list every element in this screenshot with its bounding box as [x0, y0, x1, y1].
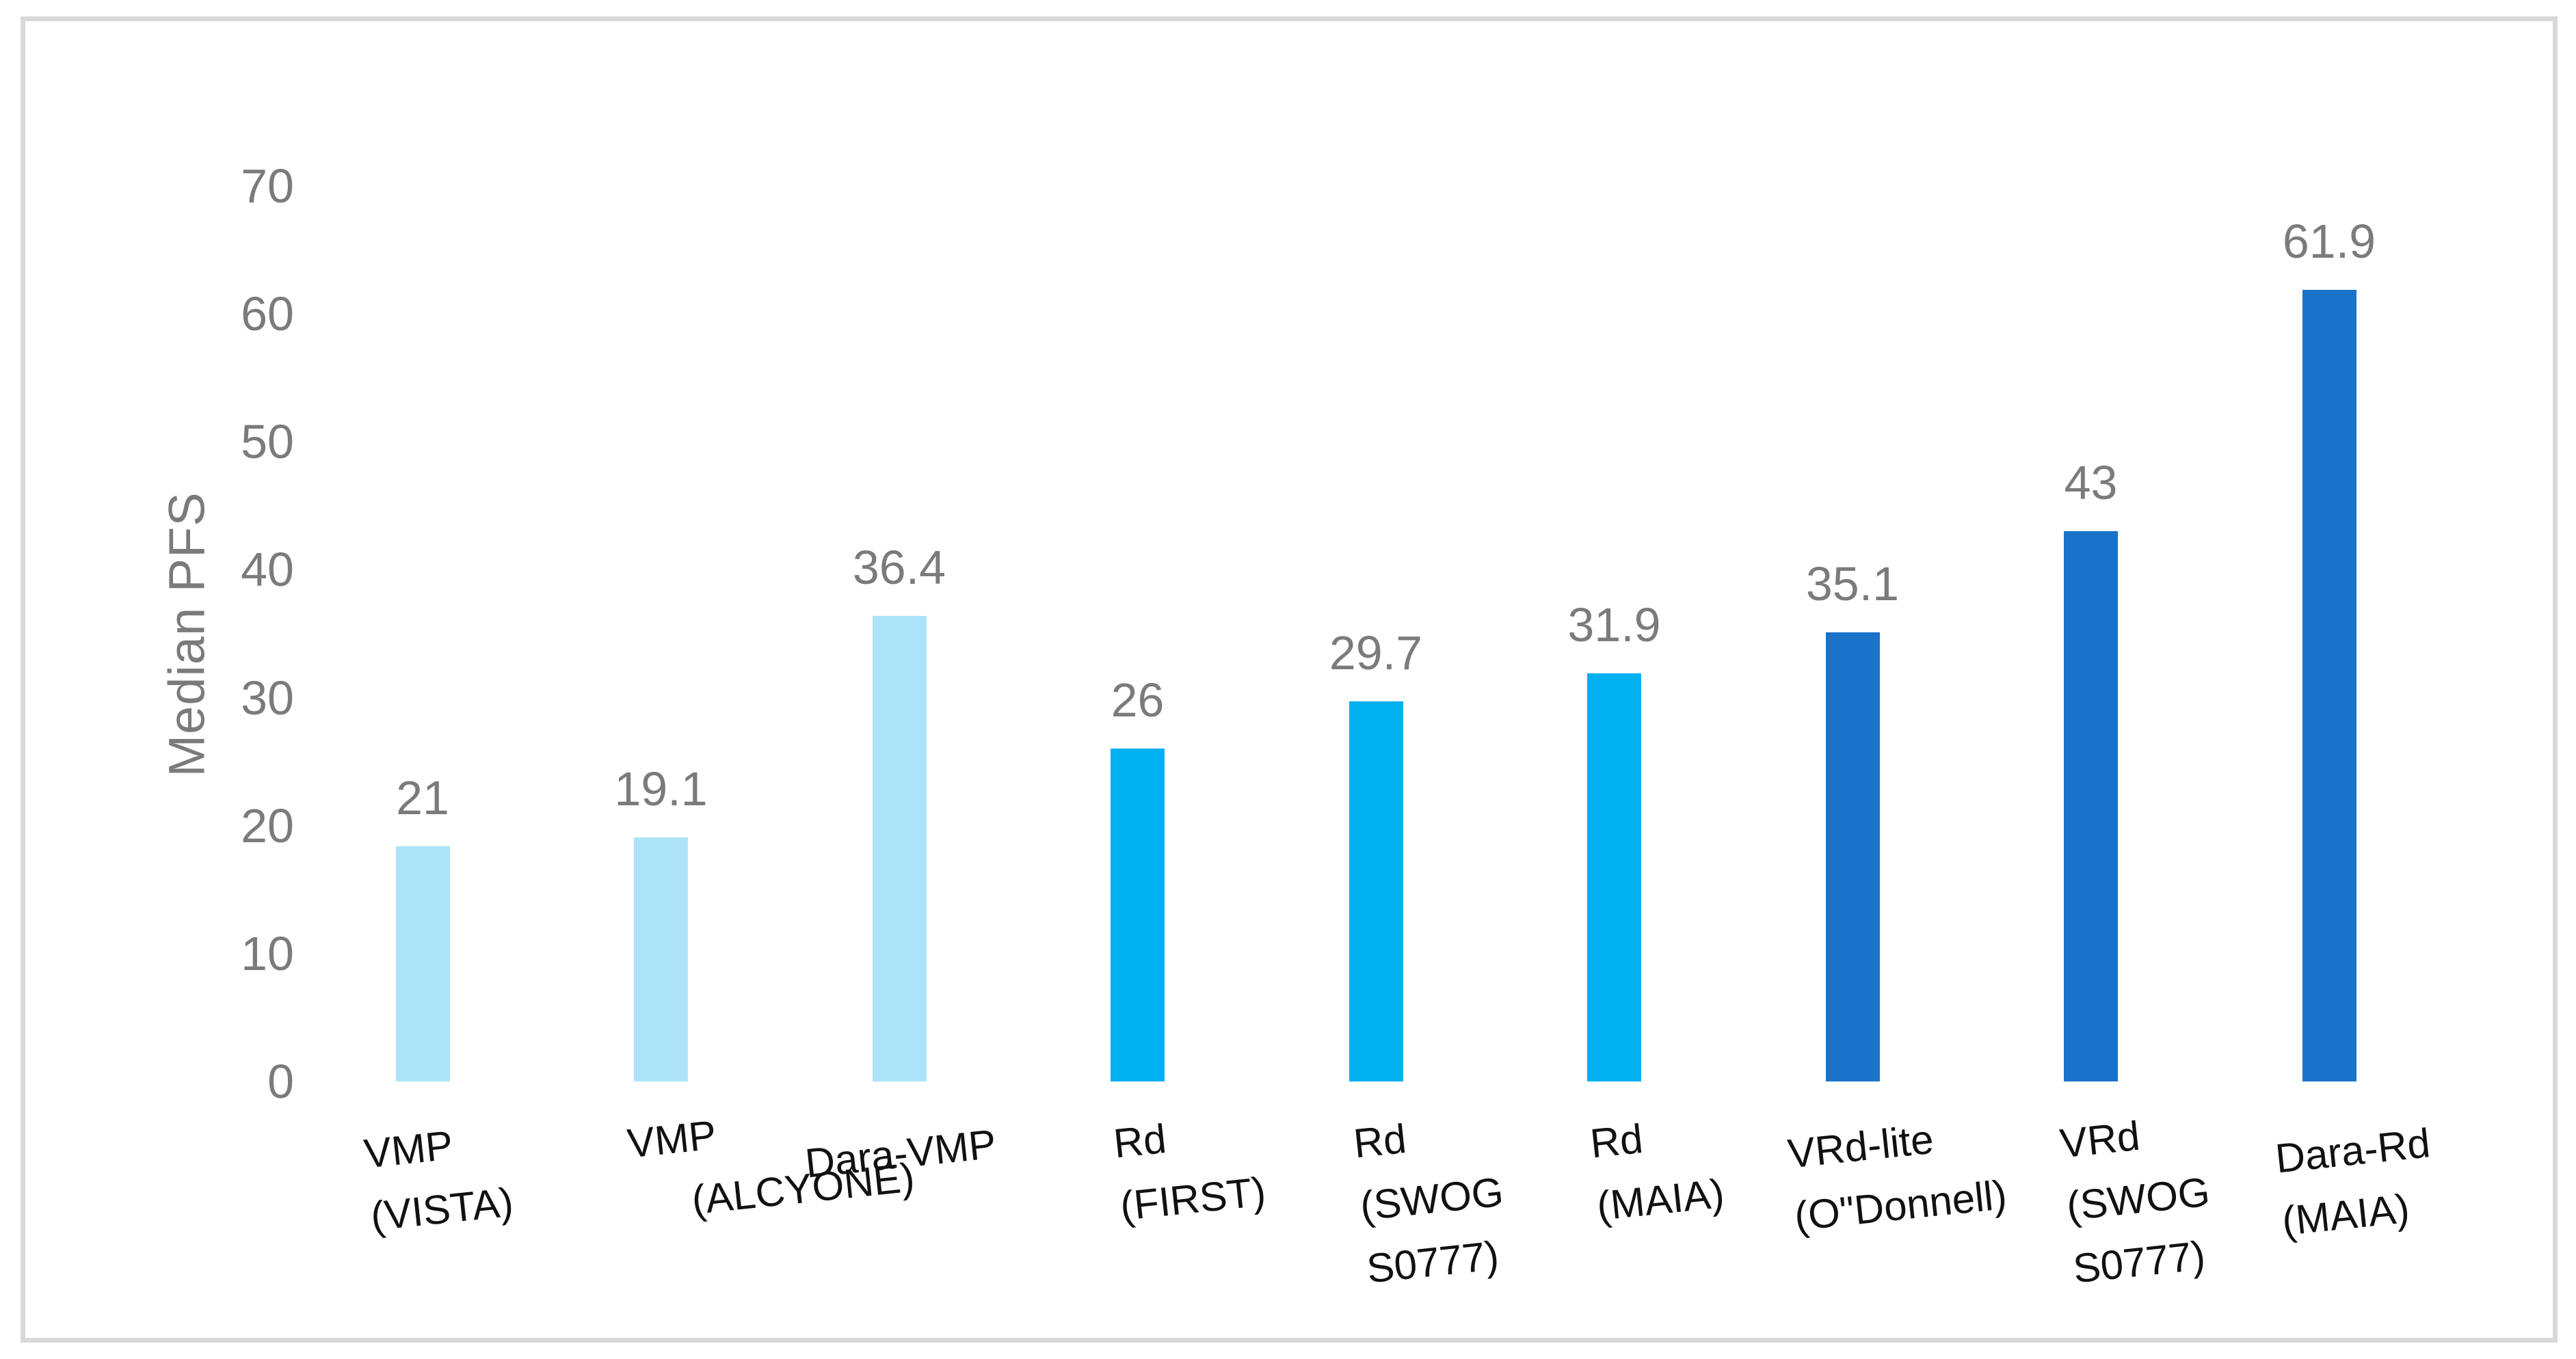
bar-value-label: 61.9: [2282, 214, 2376, 268]
bar-value-label: 31.9: [1567, 597, 1661, 651]
bar-value-label: 26: [1111, 673, 1165, 727]
bar-value-label: 29.7: [1329, 626, 1423, 680]
category-label: VRd-lite (O"Donnell): [1785, 1101, 2010, 1248]
category-label: Rd (FIRST): [1111, 1098, 1269, 1238]
bar: [2302, 289, 2356, 1081]
chart-frame: [21, 16, 2558, 1343]
bar: [634, 837, 688, 1081]
bar: [1587, 673, 1641, 1081]
category-label: Rd (MAIA): [1587, 1099, 1727, 1238]
y-tick-label: 70: [241, 159, 294, 213]
y-tick-label: 10: [241, 926, 294, 980]
category-label: Dara-Rd (MAIA): [2272, 1112, 2440, 1253]
bar: [395, 846, 450, 1081]
y-axis-title: Median PFS: [158, 492, 215, 777]
y-tick-label: 40: [241, 543, 294, 597]
bar: [1349, 701, 1403, 1081]
category-label: Rd (SWOG S0777): [1351, 1098, 1513, 1300]
y-tick-label: 20: [241, 798, 294, 852]
category-label: VRd (SWOG S0777): [2057, 1098, 2220, 1300]
bar: [872, 615, 927, 1081]
category-label-line: (MAIA): [1594, 1170, 1727, 1230]
y-tick-label: 0: [267, 1055, 294, 1108]
y-tick-label: 30: [241, 671, 294, 725]
bar-value-label: 36.4: [852, 540, 946, 594]
bar-value-label: 19.1: [614, 762, 708, 816]
bar-value-label: 21: [396, 770, 449, 824]
bar-value-label: 35.1: [1805, 557, 1900, 611]
y-tick-label: 60: [241, 287, 294, 341]
bar: [2064, 531, 2118, 1081]
y-tick-label: 50: [241, 415, 294, 469]
category-label: VMP (VISTA): [361, 1108, 516, 1248]
bar-value-label: 43: [2064, 456, 2118, 510]
bar: [1111, 749, 1165, 1081]
bar: [1825, 632, 1880, 1081]
